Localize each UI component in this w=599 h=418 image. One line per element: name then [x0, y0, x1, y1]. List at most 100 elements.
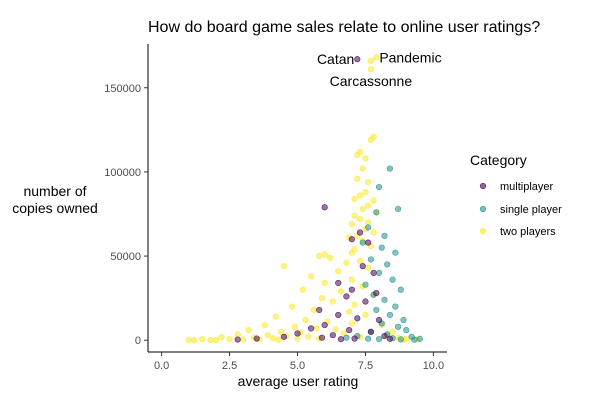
y-tick-label: 100000	[104, 167, 141, 179]
point-two-players	[359, 205, 366, 213]
point-two-players	[365, 178, 372, 186]
point-two-players	[337, 288, 345, 295]
point-two-players	[318, 295, 326, 302]
point-two-players	[305, 333, 312, 340]
point-single-player	[375, 335, 383, 343]
point-single-player	[373, 306, 380, 314]
annotation-carcassonne: Carcassonne	[330, 73, 413, 89]
point-multiplayer	[348, 286, 355, 293]
point-single-player	[362, 281, 369, 288]
point-two-players	[234, 331, 241, 338]
point-two-players	[321, 251, 328, 258]
point-single-player	[392, 249, 399, 256]
legend-item-multiplayer: multiplayer	[479, 181, 554, 193]
point-two-players	[348, 276, 355, 283]
point-two-players	[348, 320, 355, 327]
point-two-players	[321, 279, 328, 287]
legend-item-two-players: two players	[479, 226, 556, 238]
point-two-players	[365, 202, 372, 209]
y-axis-title-line-2: copies owned	[12, 200, 98, 216]
point-two-players	[356, 192, 364, 199]
point-two-players	[359, 165, 366, 172]
point-two-players	[356, 215, 364, 223]
point-single-player	[343, 334, 350, 341]
point-multiplayer	[318, 334, 326, 341]
point-two-players	[269, 335, 277, 342]
x-tick-label: 5.0	[290, 360, 305, 372]
point-two-players	[327, 254, 334, 261]
point-two-players	[261, 321, 268, 329]
point-two-players	[367, 57, 374, 64]
point-multiplayer	[316, 306, 323, 314]
point-multiplayer	[335, 311, 342, 319]
legend-key-single-player	[479, 205, 487, 213]
point-single-player	[384, 261, 391, 268]
point-single-player	[416, 335, 423, 342]
point-two-players	[191, 337, 198, 344]
legend-label-multiplayer: multiplayer	[500, 181, 554, 193]
point-multiplayer	[307, 325, 315, 332]
point-single-player	[373, 209, 380, 216]
point-multiplayer	[346, 327, 353, 334]
point-multiplayer	[362, 298, 369, 305]
point-multiplayer	[373, 289, 380, 297]
y-tick-label: 0	[135, 335, 141, 347]
x-axis-title: average user rating	[238, 373, 359, 389]
point-single-player	[397, 286, 404, 293]
point-two-players	[185, 336, 192, 343]
point-two-players	[335, 268, 342, 275]
point-two-players	[291, 323, 298, 330]
point-two-players	[354, 151, 361, 159]
point-two-players	[275, 336, 282, 343]
point-multiplayer	[367, 328, 374, 335]
point-single-player	[389, 276, 396, 283]
point-single-player	[381, 232, 388, 239]
point-two-players	[362, 155, 369, 162]
point-single-player	[403, 327, 410, 334]
point-multiplayer	[370, 269, 377, 277]
point-two-players	[365, 264, 372, 271]
point-two-players	[370, 197, 377, 204]
point-two-players	[316, 252, 323, 260]
point-multiplayer	[348, 236, 355, 243]
legend-title: Category	[470, 152, 527, 168]
legend-item-single-player: single player	[479, 204, 562, 216]
point-multiplayer	[321, 321, 328, 329]
y-tick-label: 50000	[110, 251, 141, 263]
point-two-players	[310, 306, 317, 314]
point-single-player	[392, 303, 399, 310]
point-single-player	[386, 311, 394, 319]
chart-title: How do board game sales relate to online…	[148, 19, 540, 36]
point-multiplayer	[335, 279, 342, 287]
legend-key-two-players	[479, 227, 487, 235]
point-multiplayer	[280, 333, 288, 340]
point-multiplayer	[234, 336, 241, 343]
point-two-players	[299, 286, 307, 293]
point-multiplayer	[343, 293, 350, 300]
point-single-player	[394, 323, 402, 330]
point-single-player	[381, 296, 388, 303]
point-two-players	[348, 249, 355, 256]
point-two-players	[302, 316, 309, 324]
point-multiplayer	[356, 229, 364, 236]
point-two-players	[199, 335, 206, 343]
point-two-players	[362, 311, 369, 319]
legend: Category multiplayer single player two p…	[470, 152, 562, 238]
point-single-player	[365, 335, 372, 342]
x-axis-ticks: 0.0 2.5 5.0 7.5 10.0	[154, 352, 444, 372]
point-multiplayer	[337, 336, 345, 343]
point-two-players	[373, 54, 380, 61]
point-single-player	[359, 239, 366, 246]
point-two-players	[212, 336, 220, 344]
annotation-catan: Catan	[317, 51, 354, 67]
point-two-players	[351, 301, 358, 308]
point-multiplayer	[354, 56, 361, 63]
point-two-players	[329, 298, 336, 305]
annotation-pandemic: Pandemic	[379, 49, 441, 65]
point-single-player	[411, 336, 418, 343]
x-tick-label: 0.0	[154, 360, 169, 372]
point-two-players	[264, 332, 271, 339]
y-axis-title-line-1: number of	[23, 183, 86, 199]
